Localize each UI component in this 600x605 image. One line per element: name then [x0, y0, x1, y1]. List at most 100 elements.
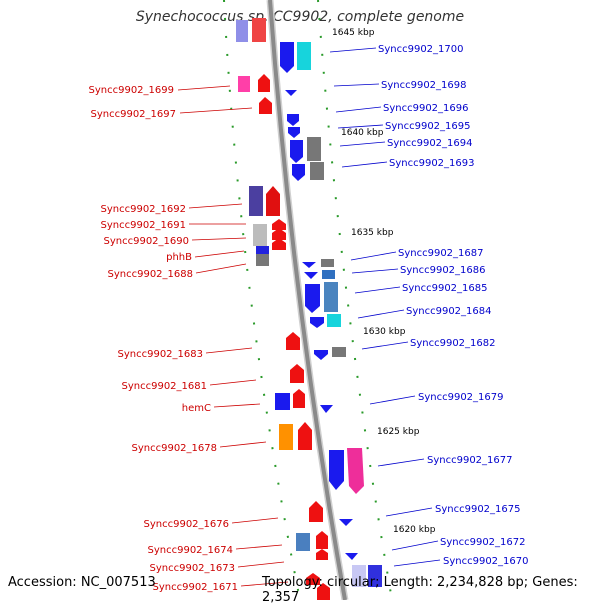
gene-feature[interactable]: [266, 186, 280, 216]
gene-label[interactable]: hemC: [182, 403, 211, 414]
gene-feature[interactable]: [305, 284, 320, 313]
gene-feature[interactable]: [368, 565, 382, 587]
label-leader-line: [357, 309, 405, 319]
gene-label[interactable]: Syncc9902_1696: [383, 103, 469, 114]
scale-tick-label: 1630 kbp: [363, 327, 406, 337]
gene-feature[interactable]: [339, 519, 353, 526]
gene-feature[interactable]: [293, 389, 305, 408]
gene-feature[interactable]: [316, 531, 328, 549]
label-leader-line: [219, 441, 267, 448]
gene-feature[interactable]: [352, 565, 366, 587]
gene-feature[interactable]: [258, 74, 270, 92]
gene-feature[interactable]: [272, 219, 286, 230]
label-leader-line: [209, 379, 257, 386]
gene-feature[interactable]: [287, 114, 299, 126]
gene-feature[interactable]: [252, 18, 266, 42]
gene-feature[interactable]: [316, 549, 328, 560]
gene-feature[interactable]: [236, 20, 248, 42]
gene-feature[interactable]: [307, 137, 321, 161]
label-leader-line: [333, 83, 380, 87]
gene-feature[interactable]: [296, 533, 310, 551]
scale-tick-label: 1625 kbp: [377, 427, 420, 437]
label-leader-line: [377, 458, 425, 467]
gene-feature[interactable]: [275, 393, 290, 410]
gene-label[interactable]: Syncc9902_1699: [89, 85, 175, 96]
left-gene-features: [236, 18, 330, 600]
gene-feature[interactable]: [329, 450, 344, 490]
gene-feature[interactable]: [285, 90, 297, 96]
gene-feature[interactable]: [324, 282, 338, 312]
gene-label[interactable]: Syncc9902_1678: [132, 443, 218, 454]
gene-feature[interactable]: [280, 42, 294, 73]
gene-label[interactable]: Syncc9902_1698: [381, 80, 467, 91]
label-leader-line: [195, 263, 247, 274]
gene-feature[interactable]: [310, 162, 324, 180]
gene-label[interactable]: Syncc9902_1691: [101, 220, 187, 231]
gene-feature[interactable]: [290, 364, 304, 383]
label-leader-line: [335, 106, 382, 113]
gene-label[interactable]: Syncc9902_1695: [385, 121, 471, 132]
gene-label[interactable]: Syncc9902_1671: [153, 582, 239, 593]
gene-feature[interactable]: [345, 553, 358, 560]
gene-feature[interactable]: [297, 42, 311, 70]
gene-label[interactable]: Syncc9902_1697: [91, 109, 177, 120]
label-leader-line: [177, 85, 231, 91]
gene-feature[interactable]: [290, 140, 303, 163]
gene-label[interactable]: Syncc9902_1687: [398, 248, 484, 259]
gene-label[interactable]: Syncc9902_1674: [148, 545, 234, 556]
gene-feature[interactable]: [327, 314, 341, 327]
gene-feature[interactable]: [238, 76, 250, 92]
gene-feature[interactable]: [302, 262, 316, 268]
gene-feature[interactable]: [310, 317, 324, 328]
gene-label[interactable]: Syncc9902_1684: [406, 306, 492, 317]
gene-label[interactable]: Syncc9902_1675: [435, 504, 521, 515]
gene-label[interactable]: Syncc9902_1686: [400, 265, 486, 276]
gene-feature[interactable]: [304, 272, 318, 279]
label-leader-line: [191, 237, 247, 241]
gene-label[interactable]: Syncc9902_1685: [402, 283, 488, 294]
gene-feature[interactable]: [272, 238, 286, 250]
label-leader-line: [354, 286, 401, 294]
gene-feature[interactable]: [286, 332, 300, 350]
gene-label[interactable]: phhB: [166, 252, 192, 263]
gene-feature[interactable]: [272, 228, 286, 240]
gene-label[interactable]: Syncc9902_1679: [418, 392, 504, 403]
gene-label[interactable]: Syncc9902_1694: [387, 138, 473, 149]
gene-feature[interactable]: [279, 424, 293, 450]
gene-feature[interactable]: [306, 573, 320, 585]
gene-label[interactable]: Syncc9902_1682: [410, 338, 496, 349]
gene-feature[interactable]: [288, 127, 300, 138]
gene-label[interactable]: Syncc9902_1676: [144, 519, 230, 530]
gene-feature[interactable]: [256, 246, 269, 254]
gene-label[interactable]: Syncc9902_1683: [118, 349, 204, 360]
gene-label[interactable]: Syncc9902_1677: [427, 455, 513, 466]
gene-feature[interactable]: [249, 186, 263, 216]
gene-label[interactable]: Syncc9902_1670: [443, 556, 529, 567]
gene-feature[interactable]: [320, 405, 333, 413]
gene-label[interactable]: Syncc9902_1693: [389, 158, 475, 169]
gene-feature[interactable]: [317, 583, 330, 600]
gene-feature[interactable]: [259, 97, 272, 114]
gene-label[interactable]: Syncc9902_1700: [378, 44, 464, 55]
gene-feature[interactable]: [292, 164, 305, 181]
gene-feature[interactable]: [347, 448, 364, 494]
gene-feature[interactable]: [253, 224, 267, 246]
gene-feature[interactable]: [256, 254, 269, 266]
topology-summary: Topology: circular; Length: 2,234,828 bp…: [262, 575, 578, 605]
gene-label[interactable]: Syncc9902_1690: [104, 236, 190, 247]
gene-feature[interactable]: [309, 501, 323, 522]
gene-label[interactable]: Syncc9902_1681: [122, 381, 208, 392]
gene-feature[interactable]: [321, 259, 334, 267]
gene-label[interactable]: Syncc9902_1692: [101, 204, 187, 215]
gene-feature[interactable]: [314, 350, 328, 360]
gene-feature[interactable]: [322, 270, 335, 279]
label-leader-line: [351, 268, 399, 274]
gene-label[interactable]: Syncc9902_1688: [108, 269, 194, 280]
scale-tick-label: 1640 kbp: [341, 128, 384, 138]
gene-label[interactable]: Syncc9902_1672: [440, 537, 526, 548]
label-leader-line: [240, 581, 289, 587]
gene-feature[interactable]: [332, 347, 346, 357]
gene-feature[interactable]: [298, 422, 312, 450]
gene-label[interactable]: Syncc9902_1673: [150, 563, 236, 574]
